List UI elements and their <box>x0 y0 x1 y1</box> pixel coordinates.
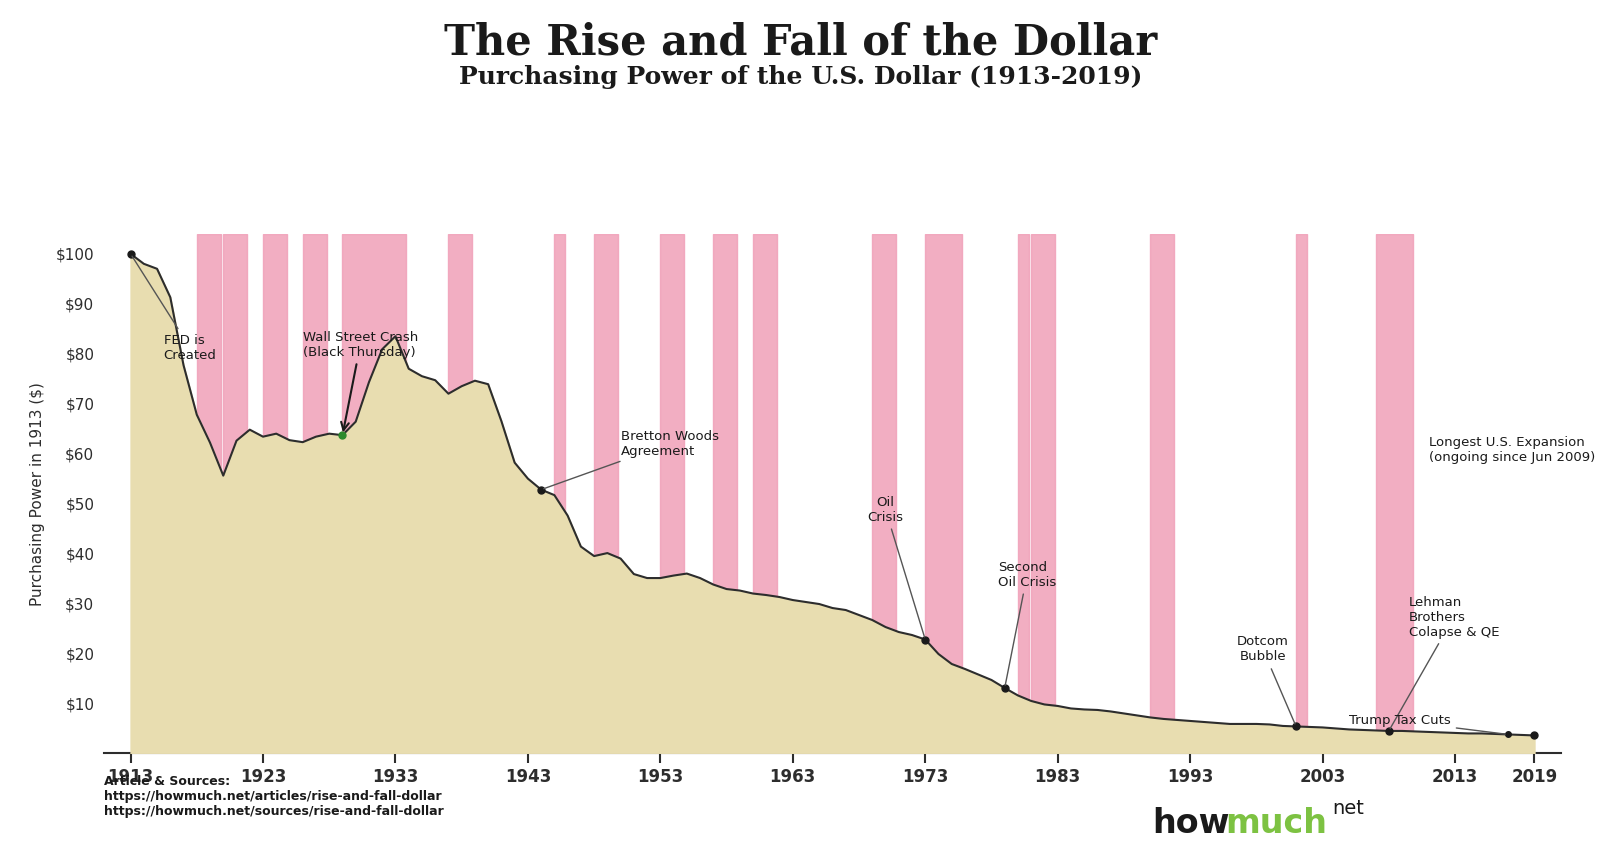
Text: Lehman
Brothers
Colapse & QE: Lehman Brothers Colapse & QE <box>1390 596 1499 728</box>
Text: Bretton Woods
Agreement: Bretton Woods Agreement <box>544 430 719 488</box>
Text: The Rise and Fall of the Dollar: The Rise and Fall of the Dollar <box>443 22 1158 63</box>
Text: Longest U.S. Expansion
(ongoing since Jun 2009): Longest U.S. Expansion (ongoing since Ju… <box>1428 436 1595 463</box>
Bar <box>554 234 565 753</box>
Bar <box>752 234 776 753</box>
Bar <box>263 234 287 753</box>
Text: net: net <box>1332 799 1364 818</box>
Text: Trump Tax Cuts: Trump Tax Cuts <box>1350 714 1505 734</box>
Bar <box>925 234 962 753</box>
Text: much: much <box>1225 807 1327 840</box>
Text: Article & Sources:
https://howmuch.net/articles/rise-and-fall-dollar
https://how: Article & Sources: https://howmuch.net/a… <box>104 775 443 818</box>
Bar <box>343 234 407 753</box>
Text: Second
Oil Crisis: Second Oil Crisis <box>997 560 1057 685</box>
Bar <box>1018 234 1028 753</box>
Bar <box>714 234 736 753</box>
Bar <box>223 234 247 753</box>
Bar <box>1031 234 1055 753</box>
Bar <box>1297 234 1306 753</box>
Text: Dotcom
Bubble: Dotcom Bubble <box>1238 636 1295 724</box>
Y-axis label: Purchasing Power in 1913 ($): Purchasing Power in 1913 ($) <box>29 382 45 605</box>
Bar <box>303 234 327 753</box>
Text: how: how <box>1153 807 1230 840</box>
Bar <box>1151 234 1174 753</box>
Text: Oil
Crisis: Oil Crisis <box>868 495 924 637</box>
Bar <box>873 234 897 753</box>
Bar <box>448 234 472 753</box>
Bar <box>197 234 221 753</box>
Text: Purchasing Power of the U.S. Dollar (1913-2019): Purchasing Power of the U.S. Dollar (191… <box>459 65 1142 89</box>
Bar <box>594 234 618 753</box>
Text: FED is
Created: FED is Created <box>131 256 216 362</box>
Bar <box>1375 234 1412 753</box>
Bar <box>660 234 684 753</box>
Text: Wall Street Crash
(Black Thursday): Wall Street Crash (Black Thursday) <box>303 331 418 430</box>
